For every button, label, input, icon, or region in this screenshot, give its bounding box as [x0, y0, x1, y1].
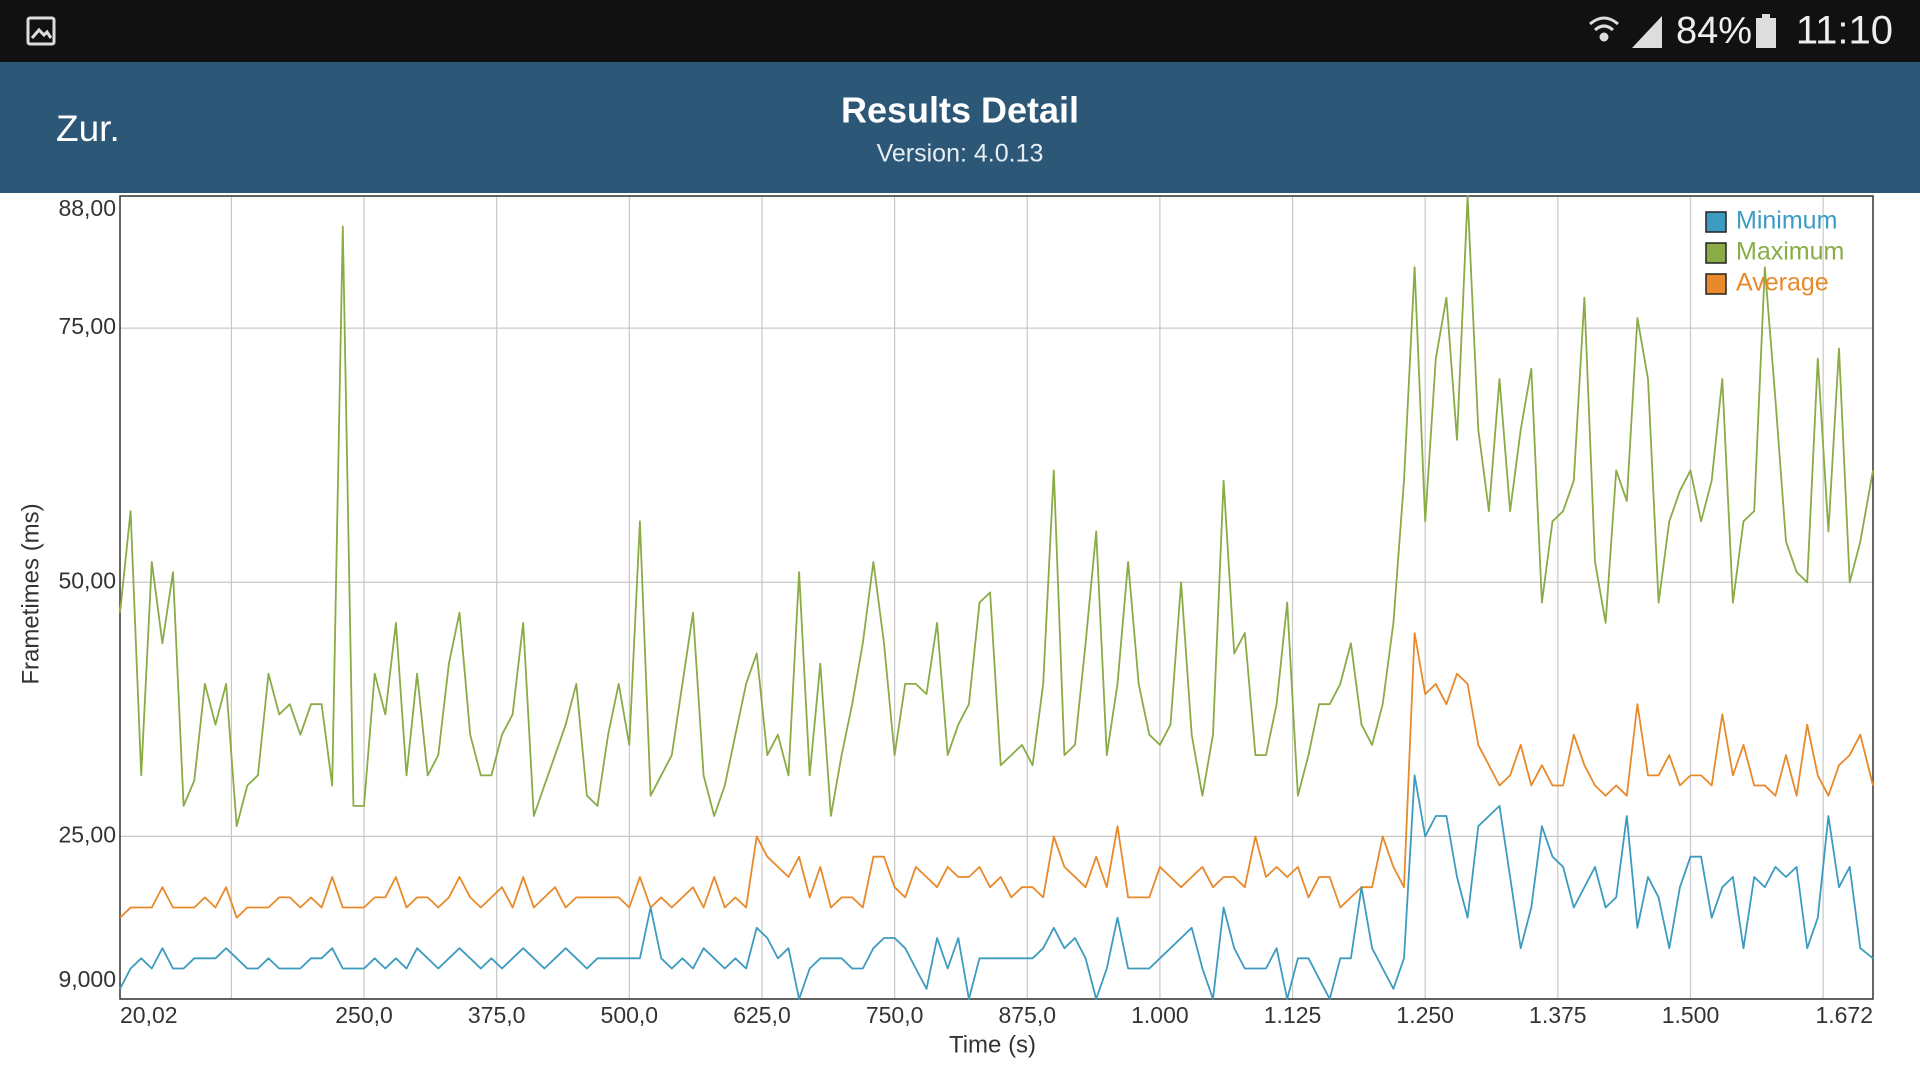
battery-icon [1756, 14, 1776, 48]
x-tick-label: 1.250 [1396, 1002, 1454, 1028]
y-tick-label: 50,00 [58, 567, 116, 593]
x-tick-label: 375,0 [468, 1002, 526, 1028]
app-subtitle: Version: 4.0.13 [877, 140, 1044, 168]
x-tick-label: 250,0 [335, 1002, 393, 1028]
chart: 9,000 25,00 50,00 75,00 88,00 20,02 250,0 375,0… [17, 195, 1874, 1058]
y-tick-label: 9,000 [58, 966, 116, 992]
back-button[interactable]: Zur. [56, 108, 120, 149]
app-title: Results Detail [841, 90, 1079, 131]
y-axis-title: Frametimes (ms) [17, 503, 44, 684]
x-tick-label: 1.375 [1529, 1002, 1587, 1028]
series-line [119, 195, 1874, 828]
x-tick-label: 1.500 [1662, 1002, 1720, 1028]
legend-swatch [1705, 211, 1727, 233]
x-tick-label: 500,0 [601, 1002, 659, 1028]
x-axis-title: Time (s) [949, 1031, 1036, 1058]
x-tick-label: 875,0 [998, 1002, 1056, 1028]
x-tick-label: 1.125 [1264, 1002, 1322, 1028]
clock: 11:10 [1796, 9, 1893, 53]
x-tick-label: 20,02 [120, 1002, 178, 1028]
gallery-icon [26, 16, 56, 46]
legend-label: Minimum [1736, 207, 1837, 235]
y-tick-label: 25,00 [58, 821, 116, 847]
wifi-icon [1589, 16, 1619, 42]
x-tick-label: 750,0 [866, 1002, 924, 1028]
x-tick-label: 1.000 [1131, 1002, 1189, 1028]
plot-border [119, 195, 1874, 1000]
legend-label: Maximum [1736, 238, 1844, 266]
battery-percent: 84% [1676, 10, 1752, 52]
signal-icon [1632, 16, 1662, 48]
legend-label: Average [1736, 269, 1829, 297]
y-tick-label: 75,00 [58, 313, 116, 339]
status-bar [0, 0, 1920, 62]
series-line [119, 632, 1874, 919]
x-tick-label: 625,0 [733, 1002, 791, 1028]
x-tick-label: 1.672 [1815, 1002, 1873, 1028]
app-bar [0, 62, 1920, 193]
y-tick-label: 88,00 [58, 195, 116, 221]
legend-swatch [1705, 242, 1727, 264]
legend-swatch [1705, 273, 1727, 295]
series-line [119, 774, 1874, 1000]
